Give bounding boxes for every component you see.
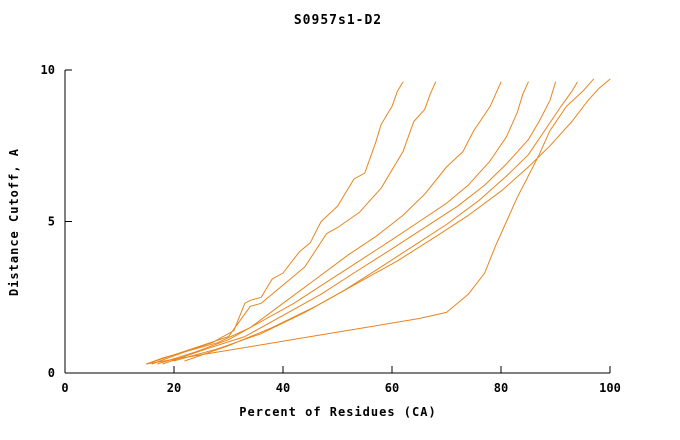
curve-model-2: [146, 81, 437, 365]
curve-model-4: [157, 81, 529, 365]
curve-model-7: [146, 78, 595, 365]
y-tick-label: 0: [48, 366, 55, 380]
x-axis-label: Percent of Residues (CA): [239, 405, 436, 419]
curve-model-3: [151, 81, 502, 365]
chart-title: S0957s1-D2: [294, 13, 382, 28]
axes: [64, 70, 610, 374]
y-tick-label: 10: [41, 63, 55, 77]
x-tick-label: 40: [276, 381, 290, 395]
x-tick-label: 60: [385, 381, 399, 395]
x-tick-label: 80: [494, 381, 508, 395]
tick-marks: [64, 69, 611, 374]
tick-labels: 0 20 40 60 80 100 0 5 10: [41, 63, 621, 395]
y-axis-label: Distance Cutoff, A: [7, 148, 21, 296]
curve-model-8: [184, 78, 611, 362]
x-tick-label: 20: [167, 381, 181, 395]
y-tick-label: 5: [48, 215, 55, 229]
curve-model-1: [146, 81, 404, 365]
data-curves: [146, 78, 611, 365]
x-tick-label: 0: [61, 381, 68, 395]
x-tick-label: 100: [599, 381, 621, 395]
curve-model-5: [162, 81, 556, 365]
curve-model-6: [173, 81, 578, 362]
